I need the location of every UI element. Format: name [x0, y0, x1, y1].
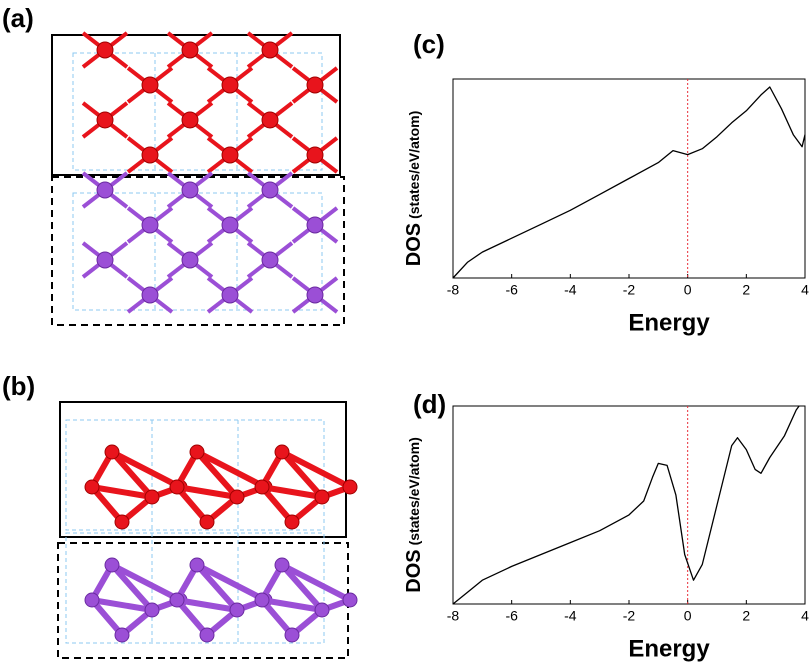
atom	[142, 77, 158, 93]
atom	[142, 217, 158, 233]
x-tick-label: -6	[505, 282, 518, 298]
x-axis-label: Energy	[628, 635, 710, 662]
atom	[115, 515, 129, 529]
atom	[222, 147, 238, 163]
x-tick-label: -8	[447, 282, 460, 298]
atom	[170, 593, 184, 607]
x-tick-label: 0	[684, 608, 692, 624]
panel-label: (b)	[2, 371, 35, 401]
atom	[343, 593, 357, 607]
atom	[182, 252, 198, 268]
figure: (a) (b) (c) -8 -6 -4 -2 0 2 4 Energy DOS (states/e…	[0, 0, 810, 664]
atom	[105, 445, 119, 459]
atom	[200, 628, 214, 642]
x-tick-label: -4	[564, 282, 577, 298]
x-tick-label: -6	[505, 608, 518, 624]
atom	[200, 515, 214, 529]
atom	[230, 490, 244, 504]
cell-outline	[73, 193, 322, 310]
atom	[222, 217, 238, 233]
atom	[190, 445, 204, 459]
atom	[285, 515, 299, 529]
atom	[275, 558, 289, 572]
bond	[282, 452, 350, 487]
atom	[307, 217, 323, 233]
y-axis-label: DOS (states/eV/atom)	[403, 111, 425, 267]
x-tick-label: 2	[742, 282, 750, 298]
y-axis-label: DOS (states/eV/atom)	[403, 437, 425, 593]
atom	[275, 445, 289, 459]
atom	[85, 593, 99, 607]
atom	[97, 112, 113, 128]
x-tick-label: 2	[742, 608, 750, 624]
atom	[182, 182, 198, 198]
atom	[262, 252, 278, 268]
structures	[52, 33, 357, 658]
atom	[85, 480, 99, 494]
x-tick-label: -4	[564, 608, 577, 624]
atom	[255, 593, 269, 607]
bond	[112, 565, 180, 600]
atom	[97, 182, 113, 198]
y-axis-label-main: DOS	[403, 223, 425, 266]
atom	[145, 603, 159, 617]
atom	[285, 628, 299, 642]
dos-line	[453, 406, 799, 604]
atom	[307, 287, 323, 303]
atom	[262, 182, 278, 198]
bond	[197, 565, 265, 600]
atom	[315, 603, 329, 617]
bond	[282, 565, 350, 600]
atom	[262, 112, 278, 128]
x-tick-label: -2	[623, 282, 636, 298]
atom	[222, 77, 238, 93]
x-axis-label: Energy	[628, 309, 710, 336]
atom	[170, 480, 184, 494]
atom	[145, 490, 159, 504]
y-axis-label-units: (states/eV/atom)	[406, 437, 422, 545]
dos-line	[453, 87, 805, 278]
atom	[315, 490, 329, 504]
x-tick-label: -2	[623, 608, 636, 624]
atom	[142, 147, 158, 163]
atom	[230, 603, 244, 617]
plot-frame	[453, 406, 805, 604]
cell-outline	[73, 53, 322, 170]
panel-label: (a)	[2, 3, 34, 33]
atom	[343, 480, 357, 494]
x-tick-label: -8	[447, 608, 460, 624]
chart-title: (d)	[413, 389, 446, 419]
atom	[307, 147, 323, 163]
atom	[182, 112, 198, 128]
atom	[255, 480, 269, 494]
atom	[97, 252, 113, 268]
atom	[142, 287, 158, 303]
chart-title: (c)	[413, 29, 445, 59]
bond	[197, 452, 265, 487]
atom	[222, 287, 238, 303]
atom	[262, 42, 278, 58]
x-tick-label: 0	[684, 282, 692, 298]
atom	[182, 42, 198, 58]
atom	[307, 77, 323, 93]
atom	[115, 628, 129, 642]
y-axis-label-main: DOS	[403, 549, 425, 592]
atom	[190, 558, 204, 572]
bond	[112, 452, 180, 487]
y-axis-label-units: (states/eV/atom)	[406, 111, 422, 219]
atom	[105, 558, 119, 572]
x-tick-label: 4	[801, 282, 809, 298]
x-tick-label: 4	[801, 608, 809, 624]
atom	[97, 42, 113, 58]
